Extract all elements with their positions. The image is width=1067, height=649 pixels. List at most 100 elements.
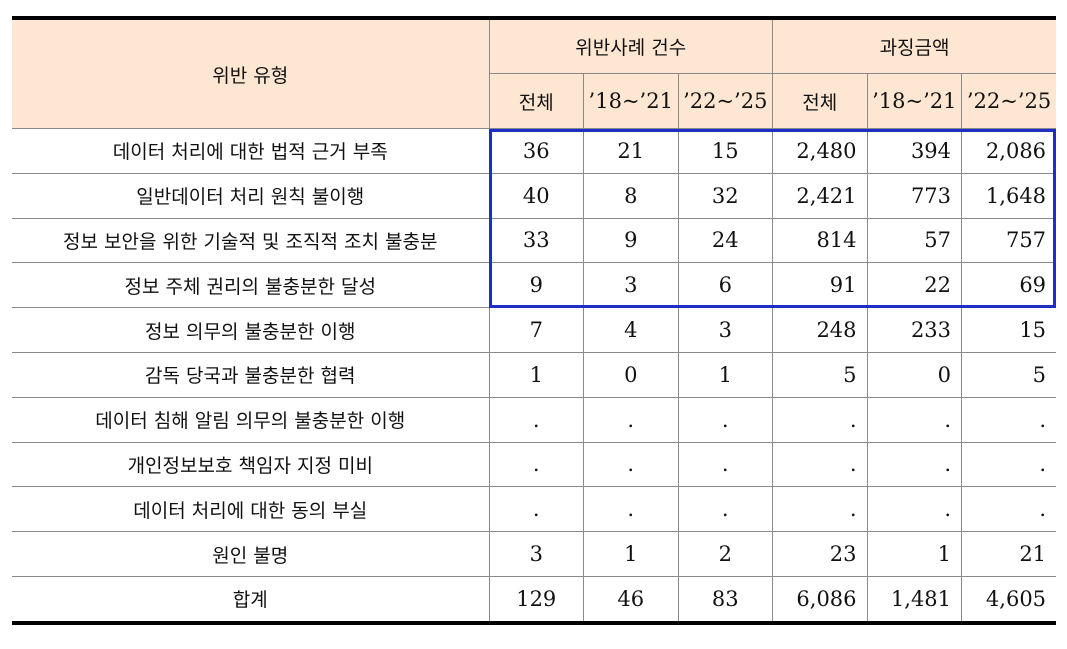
table-row: 일반데이터 처리 원칙 불이행 40 8 32 2,421 773 1,648 <box>12 172 1057 219</box>
cell-fines-2018-2021: 1,481 <box>866 575 963 624</box>
cell-cases-total: . <box>488 441 584 488</box>
cell-cases-2018-2021: 1 <box>583 531 679 577</box>
cell-fines-2018-2021: . <box>866 486 963 533</box>
cell-cases-2022-2025: . <box>677 396 774 443</box>
header-cases-2022-2025: ’22~’25 <box>677 73 774 129</box>
table-row: 합계 129 46 83 6,086 1,481 4,605 <box>12 575 1057 624</box>
row-violation-type: 정보 보안을 위한 기술적 및 조직적 조치 불충분 <box>12 217 490 264</box>
cell-fines-2018-2021: 0 <box>866 351 963 398</box>
cell-fines-2018-2021: 233 <box>866 307 963 353</box>
cell-cases-total: . <box>488 486 584 533</box>
cell-cases-2018-2021: 3 <box>583 262 679 309</box>
header-cases-total: 전체 <box>489 73 584 129</box>
violation-table: 위반 유형 위반사례 건수 과징금액 전체 ’18~’21 ’22~’25 전체… <box>12 16 1057 625</box>
cell-cases-total: 129 <box>488 575 584 624</box>
table-row: 정보 주체 권리의 불충분한 달성 9 3 6 91 22 69 <box>12 262 1057 309</box>
cell-cases-2022-2025: 32 <box>677 172 774 219</box>
cell-fines-2018-2021: . <box>866 396 963 443</box>
cell-cases-total: 3 <box>488 531 584 577</box>
cell-fines-2018-2021: . <box>866 441 963 488</box>
cell-cases-2018-2021: . <box>583 441 679 488</box>
cell-cases-2018-2021: 4 <box>583 307 679 353</box>
cell-cases-2022-2025: 83 <box>677 575 774 624</box>
cell-cases-2022-2025: . <box>677 486 774 533</box>
row-violation-type: 데이터 처리에 대한 법적 근거 부족 <box>12 128 490 174</box>
row-violation-type: 정보 주체 권리의 불충분한 달성 <box>12 262 490 309</box>
cell-cases-2018-2021: 0 <box>583 351 679 398</box>
cell-fines-2022-2025: 69 <box>961 262 1057 309</box>
table-header: 위반 유형 위반사례 건수 과징금액 전체 ’18~’21 ’22~’25 전체… <box>12 17 1057 129</box>
cell-cases-2018-2021: . <box>583 396 679 443</box>
header-fines-total: 전체 <box>772 73 868 129</box>
cell-fines-2022-2025: . <box>961 396 1057 443</box>
cell-fines-2018-2021: 57 <box>866 217 963 264</box>
row-violation-type: 감독 당국과 불충분한 협력 <box>12 351 490 398</box>
cell-fines-total: 814 <box>772 217 868 264</box>
cell-cases-2022-2025: 3 <box>677 307 774 353</box>
cell-cases-total: 40 <box>488 172 584 219</box>
header-fines-2022-2025: ’22~’25 <box>961 73 1057 129</box>
cell-cases-2022-2025: 15 <box>677 128 774 174</box>
header-violation-type: 위반 유형 <box>12 17 490 129</box>
header-fines-group: 과징금액 <box>772 17 1057 74</box>
cell-cases-2022-2025: 6 <box>677 262 774 309</box>
table-row: 정보 보안을 위한 기술적 및 조직적 조치 불충분 33 9 24 814 57 757 <box>12 217 1057 264</box>
cell-fines-2022-2025: 4,605 <box>961 575 1057 624</box>
row-violation-type: 데이터 처리에 대한 동의 부실 <box>12 486 490 533</box>
header-cases-2018-2021: ’18~’21 <box>583 73 679 129</box>
cell-fines-2022-2025: 5 <box>961 351 1057 398</box>
cell-cases-2018-2021: 21 <box>583 128 679 174</box>
cell-cases-2022-2025: 24 <box>677 217 774 264</box>
cell-fines-total: 6,086 <box>772 575 868 624</box>
cell-cases-2022-2025: 2 <box>677 531 774 577</box>
cell-fines-2022-2025: . <box>961 486 1057 533</box>
cell-cases-total: 7 <box>488 307 584 353</box>
cell-fines-total: . <box>772 396 868 443</box>
cell-fines-2018-2021: 394 <box>866 128 963 174</box>
cell-fines-total: . <box>772 486 868 533</box>
cell-fines-total: 2,421 <box>772 172 868 219</box>
cell-fines-total: 91 <box>772 262 868 309</box>
cell-fines-2018-2021: 773 <box>866 172 963 219</box>
row-violation-type: 데이터 침해 알림 의무의 불충분한 이행 <box>12 396 490 443</box>
cell-fines-total: 5 <box>772 351 868 398</box>
header-cases-group: 위반사례 건수 <box>488 17 774 74</box>
cell-cases-total: 36 <box>488 128 584 174</box>
cell-fines-2022-2025: 15 <box>961 307 1057 353</box>
row-violation-type: 개인정보보호 책임자 지정 미비 <box>12 441 490 488</box>
row-violation-type: 일반데이터 처리 원칙 불이행 <box>12 172 490 219</box>
table-row: 데이터 처리에 대한 동의 부실...... <box>12 486 1057 533</box>
cell-cases-2018-2021: . <box>583 486 679 533</box>
header-fines-2018-2021: ’18~’21 <box>866 73 963 129</box>
cell-fines-2018-2021: 1 <box>866 531 963 577</box>
cell-fines-total: 2,480 <box>772 128 868 174</box>
cell-cases-total: 1 <box>488 351 584 398</box>
cell-cases-total: . <box>488 396 584 443</box>
cell-fines-2018-2021: 22 <box>866 262 963 309</box>
cell-fines-2022-2025: . <box>961 441 1057 488</box>
row-violation-type: 정보 의무의 불충분한 이행 <box>12 307 490 353</box>
row-violation-type: 합계 <box>12 575 490 624</box>
row-violation-type: 원인 불명 <box>12 531 490 577</box>
table-row: 데이터 처리에 대한 법적 근거 부족 36 21 15 2,480 394 2,086 <box>12 128 1057 174</box>
cell-fines-2022-2025: 21 <box>961 531 1057 577</box>
cell-fines-2022-2025: 1,648 <box>961 172 1057 219</box>
cell-cases-total: 9 <box>488 262 584 309</box>
cell-cases-2022-2025: . <box>677 441 774 488</box>
cell-fines-2022-2025: 757 <box>961 217 1057 264</box>
cell-cases-2018-2021: 8 <box>583 172 679 219</box>
cell-cases-total: 33 <box>488 217 584 264</box>
cell-cases-2018-2021: 9 <box>583 217 679 264</box>
table-body: 데이터 처리에 대한 법적 근거 부족 36 21 15 2,480 394 2,086 일반… <box>12 128 1057 624</box>
table-row: 정보 의무의 불충분한 이행 7 4 3 248 233 15 <box>12 307 1057 353</box>
table-row: 원인 불명 3 1 2 23 1 21 <box>12 531 1057 577</box>
table-row: 데이터 침해 알림 의무의 불충분한 이행...... <box>12 396 1057 443</box>
cell-fines-total: . <box>772 441 868 488</box>
cell-fines-total: 248 <box>772 307 868 353</box>
table-row: 감독 당국과 불충분한 협력 1 0 1 5 0 5 <box>12 351 1057 398</box>
violation-table-container: 위반 유형 위반사례 건수 과징금액 전체 ’18~’21 ’22~’25 전체… <box>12 16 1057 625</box>
cell-cases-2018-2021: 46 <box>583 575 679 624</box>
cell-fines-total: 23 <box>772 531 868 577</box>
table-row: 개인정보보호 책임자 지정 미비...... <box>12 441 1057 488</box>
cell-cases-2022-2025: 1 <box>677 351 774 398</box>
